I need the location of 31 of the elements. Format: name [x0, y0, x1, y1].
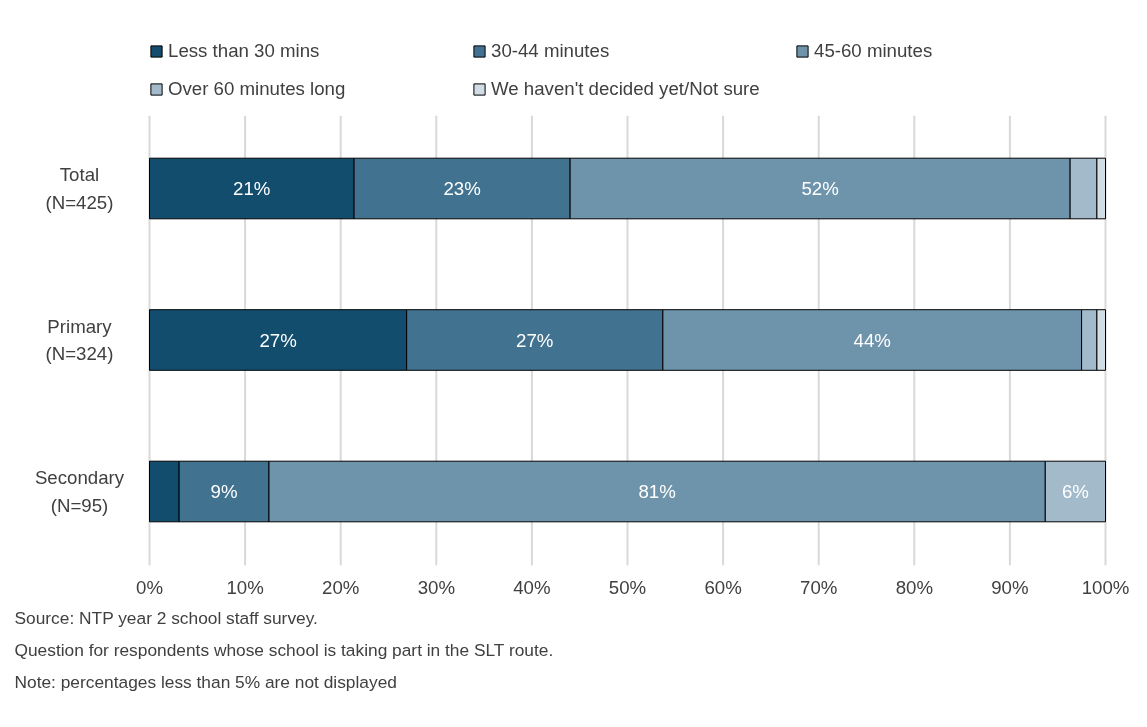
data-label: 52% [801, 178, 839, 199]
legend-label: Over 60 minutes long [168, 78, 347, 100]
data-label: 21% [233, 178, 271, 199]
x-tick-label: 0% [136, 576, 163, 598]
x-tick-label: 50% [608, 576, 647, 598]
y-tick-label: Total (N=425) [45, 164, 114, 213]
x-tick-label: 30% [417, 576, 455, 598]
y-tick-label: Secondary (N=95) [34, 467, 125, 516]
data-label: 27% [259, 329, 297, 351]
source-note: Source: NTP year 2 school staff survey. [14, 607, 318, 628]
legend-label: Less than 30 mins [168, 40, 321, 62]
data-label: 27% [516, 329, 554, 351]
x-tick-label: 70% [800, 576, 838, 598]
x-tick-label: 100% [1081, 576, 1130, 598]
x-tick-label: 10% [226, 576, 264, 598]
x-tick-label: 90% [991, 576, 1029, 598]
x-tick-label: 40% [513, 576, 551, 598]
x-tick-label: 80% [895, 576, 933, 598]
data-label: 6% [1061, 481, 1089, 502]
legend-label: 45-60 minutes [814, 40, 934, 62]
data-label: 23% [443, 178, 481, 199]
legend-label: We haven't decided yet/Not sure [491, 78, 761, 100]
text: Question for respondents whose school is taking part in the SLT route. [14, 639, 554, 660]
x-tick-label: 20% [322, 576, 360, 598]
x-tick-label: 60% [704, 576, 742, 598]
text: Note: percentages less than 5% are not displayed [14, 671, 397, 692]
data-label: 81% [638, 481, 676, 502]
y-tick-label: Primary (N=324) [45, 315, 114, 365]
data-label: 9% [210, 481, 238, 502]
data-label: 44% [853, 329, 891, 351]
legend-label: 30-44 minutes [491, 40, 611, 62]
